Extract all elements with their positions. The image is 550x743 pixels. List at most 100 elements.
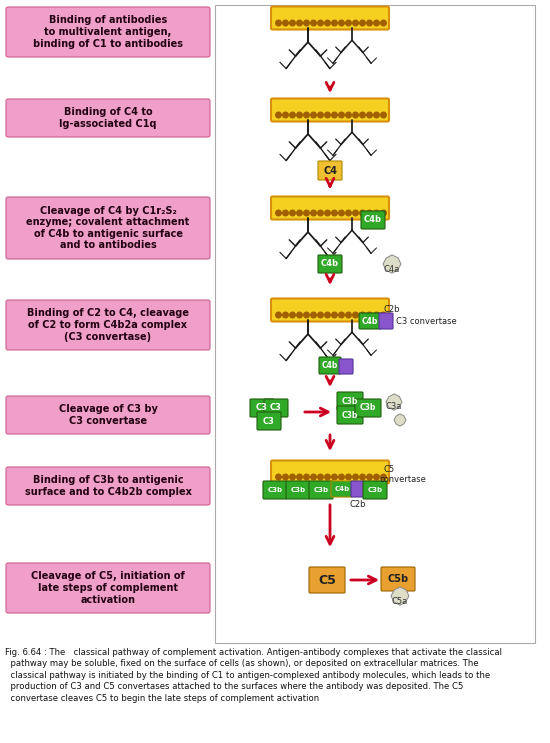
Circle shape <box>332 210 337 215</box>
Circle shape <box>318 312 323 318</box>
FancyBboxPatch shape <box>264 399 288 417</box>
Text: C3: C3 <box>270 403 282 412</box>
Polygon shape <box>383 255 401 273</box>
FancyBboxPatch shape <box>309 567 345 593</box>
Circle shape <box>276 474 281 480</box>
Circle shape <box>381 20 386 26</box>
Text: C3: C3 <box>263 417 275 426</box>
FancyBboxPatch shape <box>337 392 363 410</box>
Circle shape <box>360 210 365 215</box>
Text: C3b: C3b <box>360 403 376 412</box>
Text: Cleavage of C5, initiation of
late steps of complement
activation: Cleavage of C5, initiation of late steps… <box>31 571 185 605</box>
Circle shape <box>373 312 380 318</box>
FancyBboxPatch shape <box>6 99 210 137</box>
FancyBboxPatch shape <box>250 399 274 417</box>
Circle shape <box>346 112 351 118</box>
Circle shape <box>332 312 337 318</box>
Polygon shape <box>391 587 409 606</box>
Circle shape <box>318 112 323 118</box>
Circle shape <box>296 474 303 480</box>
FancyBboxPatch shape <box>363 481 387 499</box>
Circle shape <box>346 210 351 215</box>
Polygon shape <box>386 394 402 410</box>
Text: C3b: C3b <box>342 397 358 406</box>
Circle shape <box>332 474 337 480</box>
Text: Fig. 6.64 : The   classical pathway of complement activation. Antigen-antibody c: Fig. 6.64 : The classical pathway of com… <box>5 648 502 703</box>
FancyBboxPatch shape <box>319 357 341 374</box>
Circle shape <box>283 20 288 26</box>
Circle shape <box>381 210 386 215</box>
Circle shape <box>311 20 316 26</box>
FancyBboxPatch shape <box>286 481 310 499</box>
Circle shape <box>290 20 295 26</box>
FancyBboxPatch shape <box>331 481 353 497</box>
Circle shape <box>311 112 316 118</box>
FancyBboxPatch shape <box>271 99 389 122</box>
Text: C3: C3 <box>256 403 268 412</box>
Circle shape <box>276 112 281 118</box>
Circle shape <box>276 20 281 26</box>
Circle shape <box>339 474 344 480</box>
Text: C3b: C3b <box>267 487 283 493</box>
Text: C3b: C3b <box>342 410 358 420</box>
Text: Binding of antibodies
to multivalent antigen,
binding of C1 to antibodies: Binding of antibodies to multivalent ant… <box>33 16 183 48</box>
Text: C3a: C3a <box>386 402 402 411</box>
Circle shape <box>367 312 372 318</box>
FancyBboxPatch shape <box>271 299 389 322</box>
Text: C4b: C4b <box>321 259 339 268</box>
Text: C4b: C4b <box>364 215 382 224</box>
Circle shape <box>276 210 281 215</box>
Text: C5: C5 <box>384 466 395 475</box>
Text: C4b: C4b <box>362 317 378 325</box>
Circle shape <box>332 112 337 118</box>
Circle shape <box>283 210 288 215</box>
FancyBboxPatch shape <box>309 481 333 499</box>
Circle shape <box>373 474 380 480</box>
Text: convertase: convertase <box>380 476 427 484</box>
Circle shape <box>339 312 344 318</box>
Circle shape <box>296 112 303 118</box>
FancyBboxPatch shape <box>271 461 389 484</box>
FancyBboxPatch shape <box>6 300 210 350</box>
Text: C4a: C4a <box>384 265 400 274</box>
Text: C3b: C3b <box>314 487 328 493</box>
Circle shape <box>304 474 309 480</box>
Circle shape <box>353 112 358 118</box>
FancyBboxPatch shape <box>6 563 210 613</box>
Circle shape <box>339 210 344 215</box>
Circle shape <box>367 20 372 26</box>
FancyBboxPatch shape <box>361 211 385 229</box>
Circle shape <box>276 312 281 318</box>
FancyBboxPatch shape <box>337 406 363 424</box>
Circle shape <box>304 312 309 318</box>
FancyBboxPatch shape <box>339 359 353 374</box>
Circle shape <box>360 20 365 26</box>
Text: C5: C5 <box>318 574 336 586</box>
Circle shape <box>311 474 316 480</box>
FancyBboxPatch shape <box>381 567 415 591</box>
FancyBboxPatch shape <box>355 399 381 417</box>
Circle shape <box>318 474 323 480</box>
Text: Binding of C2 to C4, cleavage
of C2 to form C4b2a complex
(C3 convertase): Binding of C2 to C4, cleavage of C2 to f… <box>27 308 189 342</box>
Circle shape <box>283 312 288 318</box>
Circle shape <box>318 210 323 215</box>
Circle shape <box>311 210 316 215</box>
Circle shape <box>311 312 316 318</box>
FancyBboxPatch shape <box>257 412 281 430</box>
Circle shape <box>373 210 380 215</box>
Circle shape <box>324 20 331 26</box>
Text: Cleavage of C3 by
C3 convertase: Cleavage of C3 by C3 convertase <box>58 404 157 426</box>
Text: C2b: C2b <box>350 500 366 509</box>
Polygon shape <box>394 414 406 426</box>
FancyBboxPatch shape <box>351 481 364 497</box>
Circle shape <box>381 474 386 480</box>
Circle shape <box>367 112 372 118</box>
FancyBboxPatch shape <box>318 161 342 180</box>
Text: C5a: C5a <box>392 597 408 606</box>
Text: Binding of C3b to antigenic
surface and to C4b2b complex: Binding of C3b to antigenic surface and … <box>25 476 191 497</box>
Circle shape <box>339 112 344 118</box>
Text: C5b: C5b <box>387 574 409 584</box>
FancyBboxPatch shape <box>263 481 287 499</box>
Circle shape <box>296 20 303 26</box>
Circle shape <box>283 112 288 118</box>
